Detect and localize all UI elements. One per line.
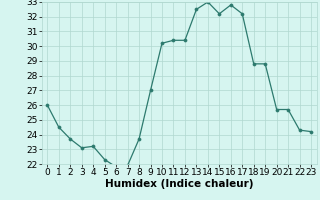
- X-axis label: Humidex (Indice chaleur): Humidex (Indice chaleur): [105, 179, 253, 189]
